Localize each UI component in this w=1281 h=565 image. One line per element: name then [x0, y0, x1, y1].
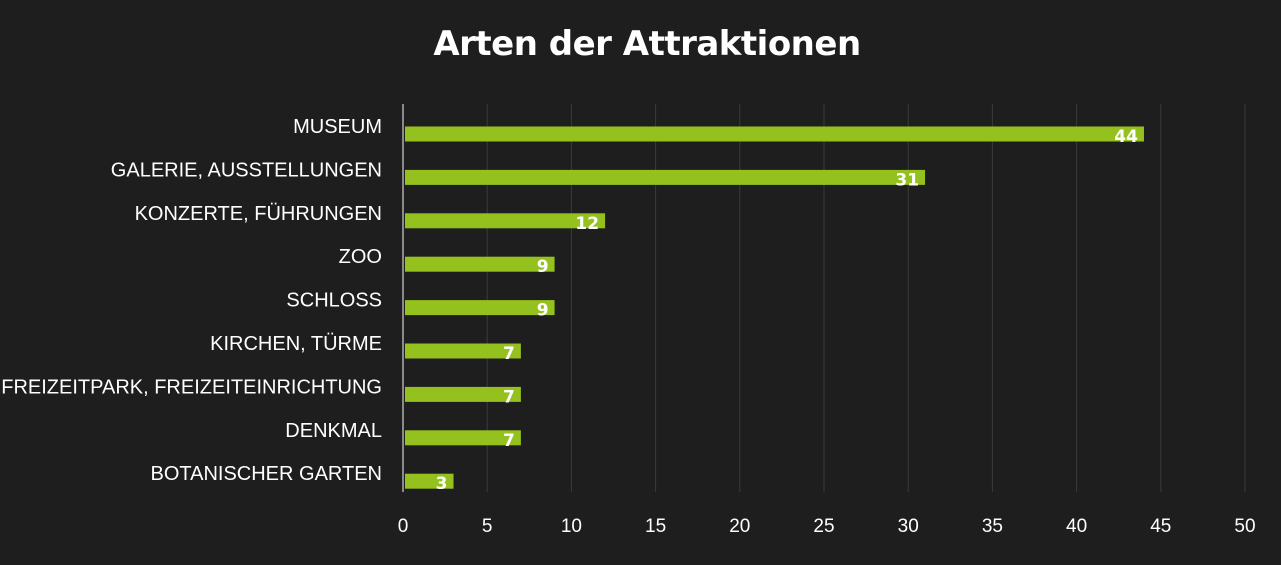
- category-label: MUSEUM: [293, 116, 382, 138]
- bar: [405, 386, 521, 402]
- bar: [405, 256, 555, 272]
- category-label: BOTANISCHER GARTEN: [150, 463, 382, 485]
- value-label: 7: [503, 431, 515, 451]
- bar: [405, 430, 521, 446]
- x-tick-label: 50: [1234, 516, 1255, 537]
- x-tick-label: 45: [1150, 516, 1171, 537]
- category-label: FREIZEITPARK, FREIZEITEINRICHTUNG: [1, 376, 382, 398]
- bar: [405, 343, 521, 359]
- category-label: DENKMAL: [285, 420, 382, 442]
- value-label: 31: [895, 170, 919, 190]
- bar: [405, 126, 1144, 142]
- x-tick-label: 20: [729, 516, 750, 537]
- value-label: 3: [436, 474, 448, 494]
- value-label: 12: [575, 214, 599, 234]
- x-tick-label: 30: [898, 516, 919, 537]
- value-label: 9: [537, 301, 549, 321]
- bar: [405, 213, 606, 229]
- x-tick-label: 35: [982, 516, 1003, 537]
- value-label: 9: [537, 257, 549, 277]
- x-tick-label: 10: [561, 516, 582, 537]
- x-tick-label: 15: [645, 516, 666, 537]
- value-label: 7: [503, 387, 515, 407]
- category-label: ZOO: [339, 246, 382, 268]
- chart-title: Arten der Attraktionen: [433, 24, 861, 64]
- x-tick-label: 0: [398, 516, 409, 537]
- bar: [405, 300, 555, 316]
- category-label: KIRCHEN, TÜRME: [210, 333, 382, 355]
- category-label: KONZERTE, FÜHRUNGEN: [135, 203, 382, 225]
- x-tick-label: 25: [813, 516, 834, 537]
- category-label: GALERIE, AUSSTELLUNGEN: [111, 159, 382, 181]
- x-tick-label: 40: [1066, 516, 1087, 537]
- value-label: 7: [503, 344, 515, 364]
- bar: [405, 473, 454, 489]
- category-label: SCHLOSS: [286, 290, 382, 312]
- bar: [405, 169, 926, 185]
- x-tick-label: 5: [482, 516, 493, 537]
- value-label: 44: [1114, 127, 1138, 147]
